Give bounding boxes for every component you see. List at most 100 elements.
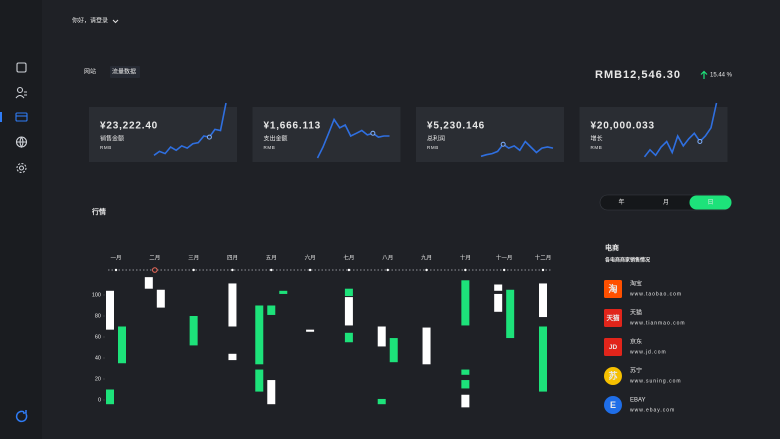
greeting[interactable]: 你好，请登录 <box>72 17 108 25</box>
card-unit: RMB <box>591 145 603 150</box>
card-label: 增长 <box>591 135 603 143</box>
y-tick-label: 0 <box>98 397 101 403</box>
y-tick-label: 100 <box>92 292 101 298</box>
range-bar <box>344 297 353 326</box>
shop-icon-text: 淘 <box>608 283 617 294</box>
card-value: ¥1,666.113 <box>264 121 322 132</box>
range-bar <box>539 283 547 318</box>
shop-name[interactable]: 淘宝 <box>630 280 642 288</box>
month-label[interactable]: 十一月 <box>496 253 513 261</box>
shop-url: www.ebay.com <box>630 407 675 413</box>
sparkline-point <box>697 139 703 144</box>
month-label[interactable]: 二月 <box>149 254 160 261</box>
timeline-dot <box>308 268 312 272</box>
shop-icon[interactable] <box>604 396 622 414</box>
range-bar <box>255 305 264 365</box>
sparkline <box>643 102 718 158</box>
shop-icon-text: JD <box>609 344 618 351</box>
refresh-icon[interactable] <box>15 410 28 423</box>
total-change: 15.44 % <box>710 73 733 79</box>
timeline-dot <box>541 268 545 272</box>
range-bar <box>389 338 398 363</box>
month-label[interactable]: 十月 <box>460 253 471 261</box>
range-bar <box>377 326 386 347</box>
timeline-dot-active <box>152 267 158 273</box>
tab-highlight <box>110 66 140 78</box>
range-bar <box>306 329 315 332</box>
nav-icon[interactable] <box>15 86 27 99</box>
timeline-dot <box>386 268 389 272</box>
range-bar <box>267 305 276 315</box>
shop-icon[interactable] <box>604 309 622 327</box>
shop-url: www.tianmao.com <box>630 320 686 326</box>
timeline-dot <box>231 268 234 272</box>
timeline-dot <box>502 268 506 272</box>
month-label[interactable]: 五月 <box>266 254 277 261</box>
period[interactable]: 日 <box>707 199 713 206</box>
shop-name[interactable]: 京东 <box>630 338 642 346</box>
range-bar <box>279 290 288 294</box>
card-label: 销售金额 <box>100 135 124 143</box>
range-bar <box>228 283 237 327</box>
month-label[interactable]: 九月 <box>421 253 432 261</box>
range-bar <box>156 289 165 308</box>
range-bar <box>144 277 153 289</box>
range-bar <box>377 398 386 405</box>
nav-icon[interactable] <box>16 62 27 73</box>
month-label[interactable]: 六月 <box>305 253 316 261</box>
sparkline-point <box>370 130 376 136</box>
shop-icon[interactable] <box>604 338 622 356</box>
nav-icon[interactable] <box>15 136 28 149</box>
card <box>416 107 564 162</box>
sparkline <box>316 117 390 159</box>
card-value: ¥23,222.40 <box>100 121 158 132</box>
month-label[interactable]: 一月 <box>110 254 121 261</box>
card-value: ¥5,230.146 <box>427 121 485 132</box>
y-tick-label: 20 <box>95 376 101 382</box>
shop-icon-text: E <box>610 400 616 410</box>
month-label[interactable]: 十二月 <box>535 253 552 261</box>
shop-name[interactable]: 天猫 <box>630 309 642 317</box>
shop-name[interactable]: EBAY <box>630 398 646 404</box>
tab[interactable]: 网站 <box>84 68 96 76</box>
nav-icon[interactable] <box>16 162 27 174</box>
shop-url: www.taobao.com <box>630 291 682 297</box>
card-label: 总利润 <box>427 135 445 143</box>
month-label[interactable]: 八月 <box>382 254 393 261</box>
sparkline-point <box>500 141 506 147</box>
range-bar <box>106 389 114 405</box>
shops-title: 电商 <box>605 243 619 252</box>
card <box>252 107 401 162</box>
range-bar <box>506 289 515 339</box>
sparkline-point <box>206 134 212 140</box>
section-title: 行情 <box>91 207 106 216</box>
shop-name[interactable]: 苏宁 <box>630 367 642 375</box>
shop-url: www.suning.com <box>630 378 682 384</box>
range-bar <box>539 326 547 392</box>
sparkline <box>480 140 554 158</box>
card-unit: RMB <box>427 145 439 150</box>
period[interactable]: 年 <box>618 198 624 206</box>
y-tick-label: 60 <box>95 334 101 340</box>
range-bar <box>106 290 114 330</box>
timeline-dot <box>270 268 273 272</box>
month-label[interactable]: 三月 <box>188 254 199 261</box>
month-label[interactable]: 七月 <box>343 253 354 261</box>
y-tick-label: 40 <box>95 355 101 361</box>
shop-icon[interactable] <box>604 367 622 385</box>
nav-icon[interactable] <box>15 112 28 122</box>
tab[interactable]: 流量数据 <box>112 68 136 76</box>
dropdown-caret[interactable] <box>112 19 119 24</box>
range-bar <box>267 380 276 405</box>
timeline-dot <box>192 268 195 272</box>
range-bar <box>494 284 503 291</box>
y-tick-label: 80 <box>95 313 101 319</box>
range-bar <box>344 332 353 343</box>
card <box>89 107 237 162</box>
month-label[interactable]: 四月 <box>227 254 238 261</box>
period[interactable]: 月 <box>663 199 669 206</box>
shop-icon[interactable] <box>604 280 622 298</box>
